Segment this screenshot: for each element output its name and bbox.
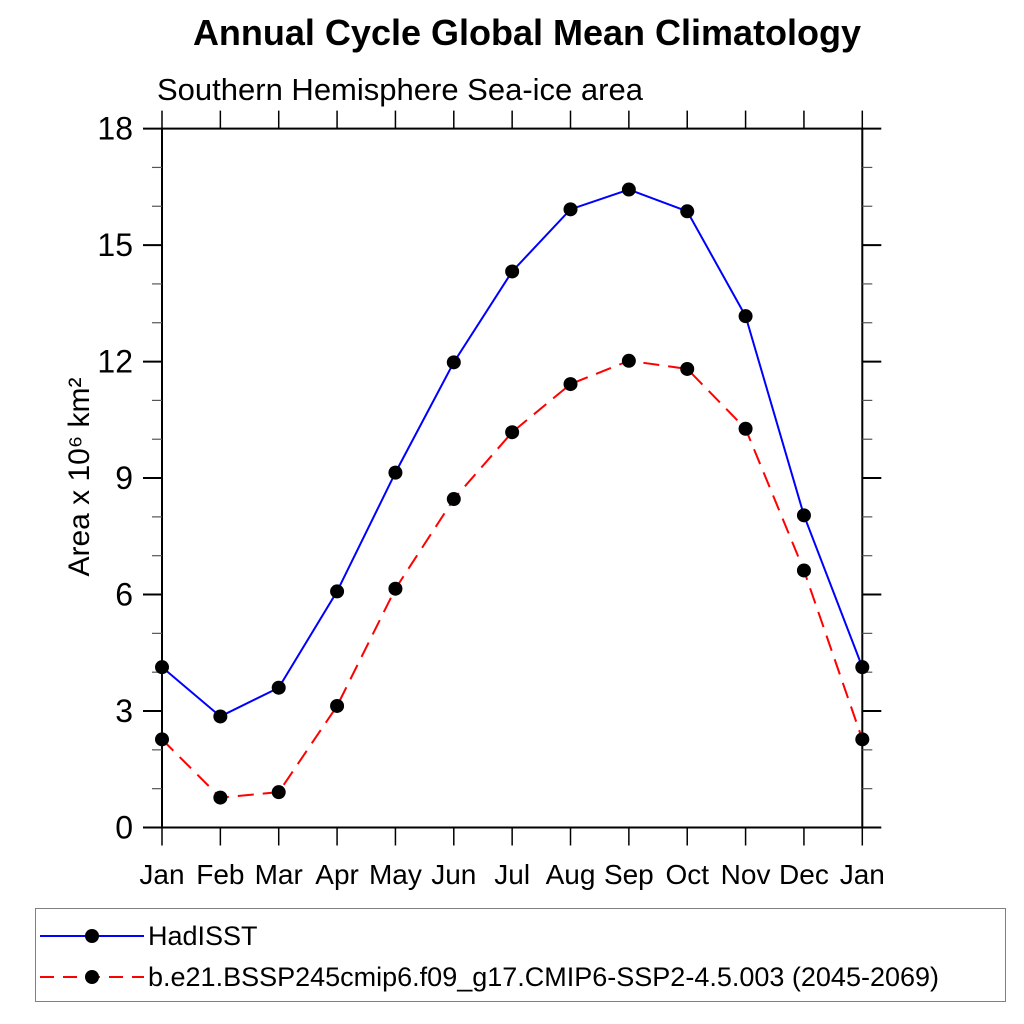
x-axis-tick-labels: Jan Feb Mar Apr May Jun Jul Aug Sep Oct Nov Dec Jan [139, 859, 884, 890]
legend-item-hadisst: HadISST [40, 921, 258, 951]
dashed-line-marker-swatch [40, 970, 144, 984]
legend: HadISST b.e21.BSSP245cmip6.f09_g17.CMIP6… [35, 908, 1006, 1002]
legend-label-hadisst: HadISST [148, 920, 258, 951]
svg-text:12: 12 [97, 344, 133, 380]
svg-text:Aug: Aug [546, 859, 596, 890]
solid-line-marker-swatch [40, 929, 144, 943]
svg-text:Dec: Dec [779, 859, 829, 890]
svg-text:Apr: Apr [315, 859, 359, 890]
svg-text:Sep: Sep [604, 859, 654, 890]
legend-item-model: b.e21.BSSP245cmip6.f09_g17.CMIP6-SSP2-4.… [40, 962, 939, 992]
svg-text:Jan: Jan [139, 859, 184, 890]
y-axis-ticks [143, 127, 882, 829]
y-axis-tick-labels: 0 3 6 9 12 15 18 [97, 111, 133, 846]
svg-text:Jul: Jul [494, 859, 530, 890]
x-axis-ticks [161, 110, 864, 846]
legend-dot-icon [85, 970, 99, 984]
data-series [155, 182, 870, 805]
chart-subtitle: Southern Hemisphere Sea-ice area [157, 72, 643, 107]
svg-text:Feb: Feb [196, 859, 244, 890]
svg-text:3: 3 [115, 693, 133, 729]
svg-text:Jan: Jan [840, 859, 885, 890]
svg-text:18: 18 [97, 111, 133, 147]
svg-text:Mar: Mar [255, 859, 303, 890]
svg-text:Jun: Jun [431, 859, 476, 890]
legend-dot-icon [85, 929, 99, 943]
svg-text:6: 6 [115, 577, 133, 613]
svg-text:15: 15 [97, 227, 133, 263]
legend-label-model: b.e21.BSSP245cmip6.f09_g17.CMIP6-SSP2-4.… [148, 961, 940, 992]
chart-title: Annual Cycle Global Mean Climatology [192, 12, 862, 53]
series-model [155, 353, 870, 805]
svg-text:0: 0 [115, 810, 133, 846]
svg-text:May: May [369, 859, 422, 890]
svg-text:Oct: Oct [665, 859, 709, 890]
series-hadisst [155, 182, 870, 724]
svg-text:Nov: Nov [721, 859, 771, 890]
plot-frame [161, 127, 864, 829]
svg-text:9: 9 [115, 460, 133, 496]
